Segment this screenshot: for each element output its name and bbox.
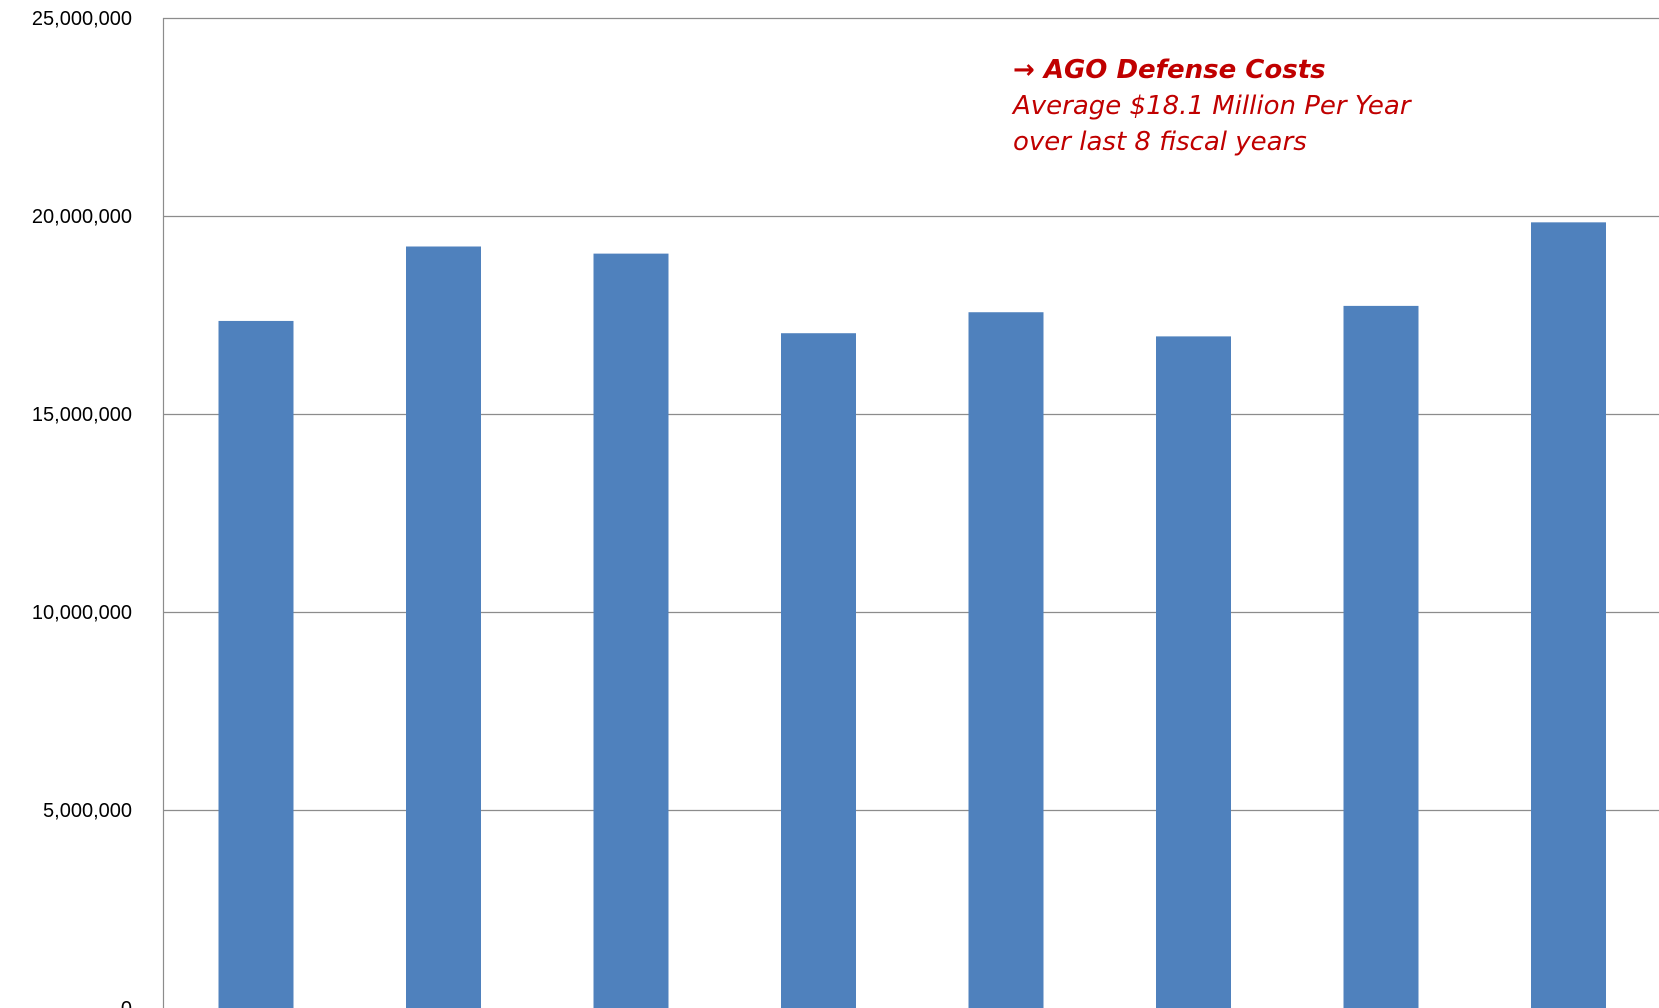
bar: [1531, 222, 1606, 1008]
y-tick-label: 20,000,000: [32, 206, 132, 228]
bar: [218, 320, 294, 1008]
bar: [1156, 336, 1231, 1008]
annotation-title: → AGO Defense Costs: [1013, 55, 1326, 85]
y-tick-label: 15,000,000: [32, 404, 132, 426]
bar: [406, 246, 481, 1008]
bar: [593, 253, 669, 1008]
y-axis-tick-labels: 0 5,000,000 10,000,000 15,000,000 20,000,000…: [32, 8, 132, 1008]
y-tick-label: 25,000,000: [32, 8, 132, 30]
y-tick-label: 0: [121, 998, 132, 1008]
bar: [968, 312, 1044, 1008]
gridlines: [163, 17, 1659, 812]
annotation-period: over last 8 fiscal years: [1013, 127, 1307, 157]
bar: [1343, 305, 1419, 1008]
bars: [218, 222, 1606, 1008]
bar: [781, 333, 856, 1008]
y-tick-label: 10,000,000: [32, 602, 132, 624]
chart-annotation: → AGO Defense Costs Average $18.1 Millio…: [1013, 52, 1411, 160]
annotation-average: Average $18.1 Million Per Year: [1013, 91, 1411, 121]
y-tick-label: 5,000,000: [43, 800, 132, 822]
